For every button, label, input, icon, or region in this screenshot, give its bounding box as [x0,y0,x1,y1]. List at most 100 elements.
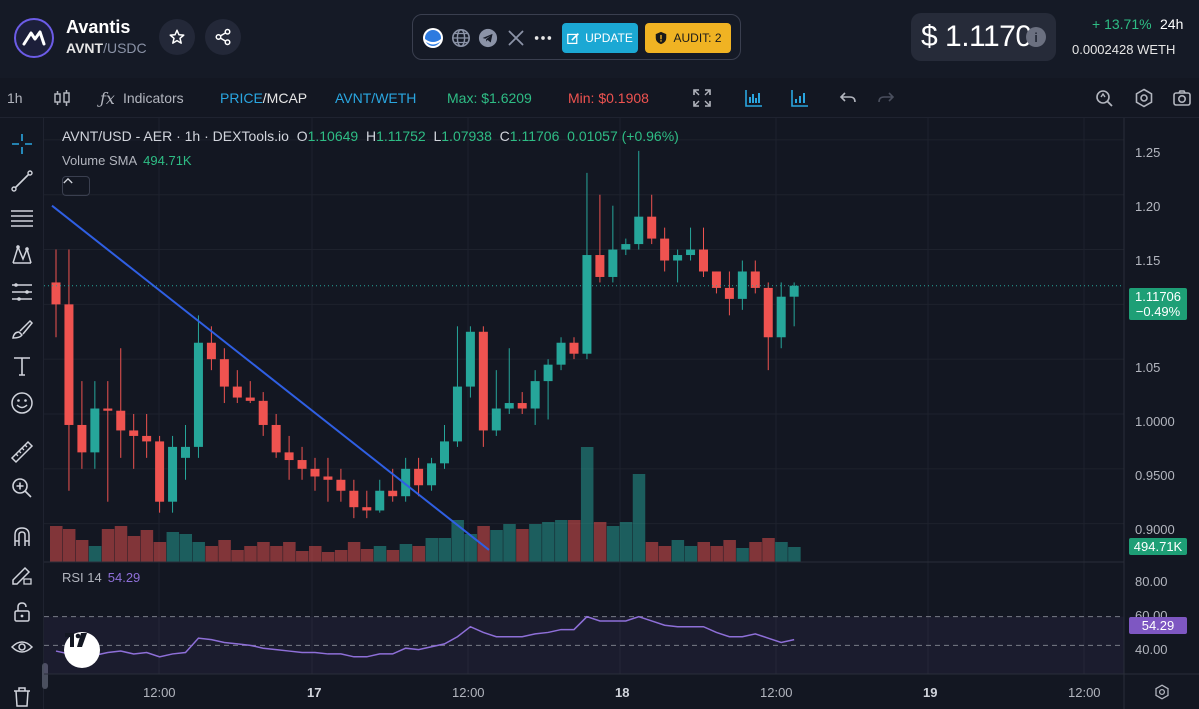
website-logo-link[interactable] [422,27,444,49]
candle[interactable] [142,414,152,458]
candle[interactable] [297,446,307,480]
candle[interactable] [763,282,773,371]
share-button[interactable] [205,19,241,55]
candle[interactable] [271,414,281,458]
website-link[interactable] [450,27,472,49]
update-button[interactable]: UPDATE [562,23,638,53]
candle[interactable] [375,479,385,513]
bars-chart-button[interactable] [744,78,764,118]
indicators-button[interactable]: ƒx Indicators [100,78,184,118]
candle[interactable] [90,381,100,469]
price-chart[interactable]: AVNT/USD - AER · 1h · DEXTools.io O1.106… [44,118,1199,709]
tradingview-logo[interactable] [64,632,100,668]
interval-selector[interactable]: 1h [7,90,23,106]
candle[interactable] [245,381,255,404]
telegram-link[interactable] [477,27,499,49]
audit-button[interactable]: AUDIT: 2 [645,23,731,53]
remove-drawings-tool[interactable] [8,683,36,709]
redo-button[interactable] [876,78,896,118]
candle[interactable] [258,392,268,436]
candle[interactable] [51,249,61,338]
candle[interactable] [530,370,540,425]
candle[interactable] [621,238,631,256]
favorite-button[interactable] [159,19,195,55]
trendline-tool[interactable] [8,167,36,195]
settings-button[interactable] [1134,78,1154,118]
screenshot-button[interactable] [1172,78,1192,118]
stay-in-drawing-tool[interactable] [8,561,36,589]
candle[interactable] [465,326,475,398]
pair-toggle[interactable]: AVNT/WETH [335,90,417,106]
candle[interactable] [427,457,437,491]
candle[interactable] [193,315,203,458]
x-twitter-link[interactable] [505,27,527,49]
candle[interactable] [284,435,294,480]
candle[interactable] [323,457,333,502]
undo-button[interactable] [838,78,858,118]
candle[interactable] [582,172,592,360]
candle[interactable] [491,370,501,436]
candle[interactable] [401,457,411,502]
text-tool[interactable] [8,352,36,380]
emoji-tool[interactable] [8,389,36,417]
candle[interactable] [569,337,579,360]
candle[interactable] [440,424,449,469]
candle[interactable] [595,194,605,283]
crosshair-tool[interactable] [8,130,36,158]
forecast-tool[interactable] [8,278,36,306]
zoom-tool[interactable] [8,474,36,502]
candle[interactable] [206,326,216,371]
candle[interactable] [181,424,190,480]
candle[interactable] [608,205,618,283]
candle[interactable] [543,359,553,420]
lock-drawings-tool[interactable] [8,598,36,626]
hide-drawings-tool[interactable] [8,633,36,661]
candle[interactable] [750,260,760,294]
candle[interactable] [776,282,786,349]
fullscreen-button[interactable] [692,78,712,118]
trendline-drawing[interactable] [51,204,490,551]
candle[interactable] [219,348,229,404]
horizontal-lines-tool[interactable] [8,204,36,232]
candle[interactable] [336,468,346,502]
candle[interactable] [362,490,372,519]
candle[interactable] [634,150,644,250]
candle[interactable] [232,370,242,404]
candle[interactable] [699,227,708,277]
magnet-tool[interactable] [8,523,36,551]
candle[interactable] [660,227,670,272]
candle[interactable] [517,392,527,414]
candle[interactable] [129,414,139,469]
candle[interactable] [737,260,747,310]
brush-tool[interactable] [8,315,36,343]
pattern-tool[interactable] [8,241,36,269]
candle[interactable] [155,435,165,513]
candle[interactable] [724,271,734,316]
candle[interactable] [414,457,424,497]
candle[interactable] [168,435,178,513]
candle[interactable] [310,457,320,491]
candle[interactable] [478,326,488,447]
candle[interactable] [64,249,74,491]
line-chart-button[interactable] [790,78,810,118]
ruler-tool[interactable] [8,438,36,466]
candle[interactable] [789,282,799,327]
candle[interactable] [77,381,87,469]
candle[interactable] [556,337,566,371]
candle[interactable] [673,249,683,283]
candle[interactable] [103,381,113,502]
candle[interactable] [504,348,514,414]
candle[interactable] [686,227,696,261]
candle[interactable] [116,348,126,458]
candle[interactable] [349,479,359,519]
more-links-button[interactable] [532,27,554,49]
candle[interactable] [647,194,657,245]
price-mcap-toggle[interactable]: PRICE/MCAP [220,78,307,118]
collapse-legend-button[interactable] [62,176,90,196]
candle[interactable] [711,271,721,294]
chart-type-button[interactable] [52,78,72,118]
candle[interactable] [452,326,462,447]
info-icon[interactable]: i [1026,27,1046,47]
sidebar-scrollbar[interactable] [42,663,48,689]
quick-search-button[interactable] [1094,78,1114,118]
